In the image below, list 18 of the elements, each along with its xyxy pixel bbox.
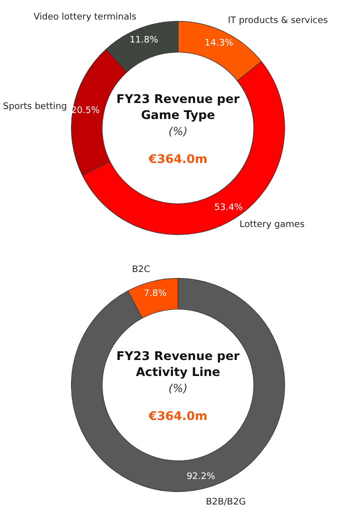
data-label: 11.8%	[130, 36, 159, 46]
text: FY23 Revenue per Game Type	[116, 92, 240, 122]
text: FY23 Revenue per Activity Line	[116, 349, 240, 380]
data-label: 7.8%	[144, 288, 168, 299]
slice-label: Sports betting	[3, 102, 67, 112]
text: (%)	[168, 382, 188, 395]
slice-label: B2C	[132, 265, 150, 276]
data-label: 20.5%	[71, 106, 100, 116]
text: (%)	[168, 124, 188, 138]
slice-label: B2B/B2G	[206, 498, 246, 508]
slice-label: Video lottery terminals	[34, 12, 137, 22]
data-label: 14.3%	[204, 38, 234, 48]
text: €364.0m	[148, 409, 208, 424]
data-label: 92.2%	[186, 472, 216, 482]
data-label: 53.4%	[214, 202, 244, 213]
slice-label: Lottery games	[239, 220, 305, 230]
slice-label: IT products & services	[228, 16, 328, 26]
text: €364.0m	[148, 152, 208, 166]
